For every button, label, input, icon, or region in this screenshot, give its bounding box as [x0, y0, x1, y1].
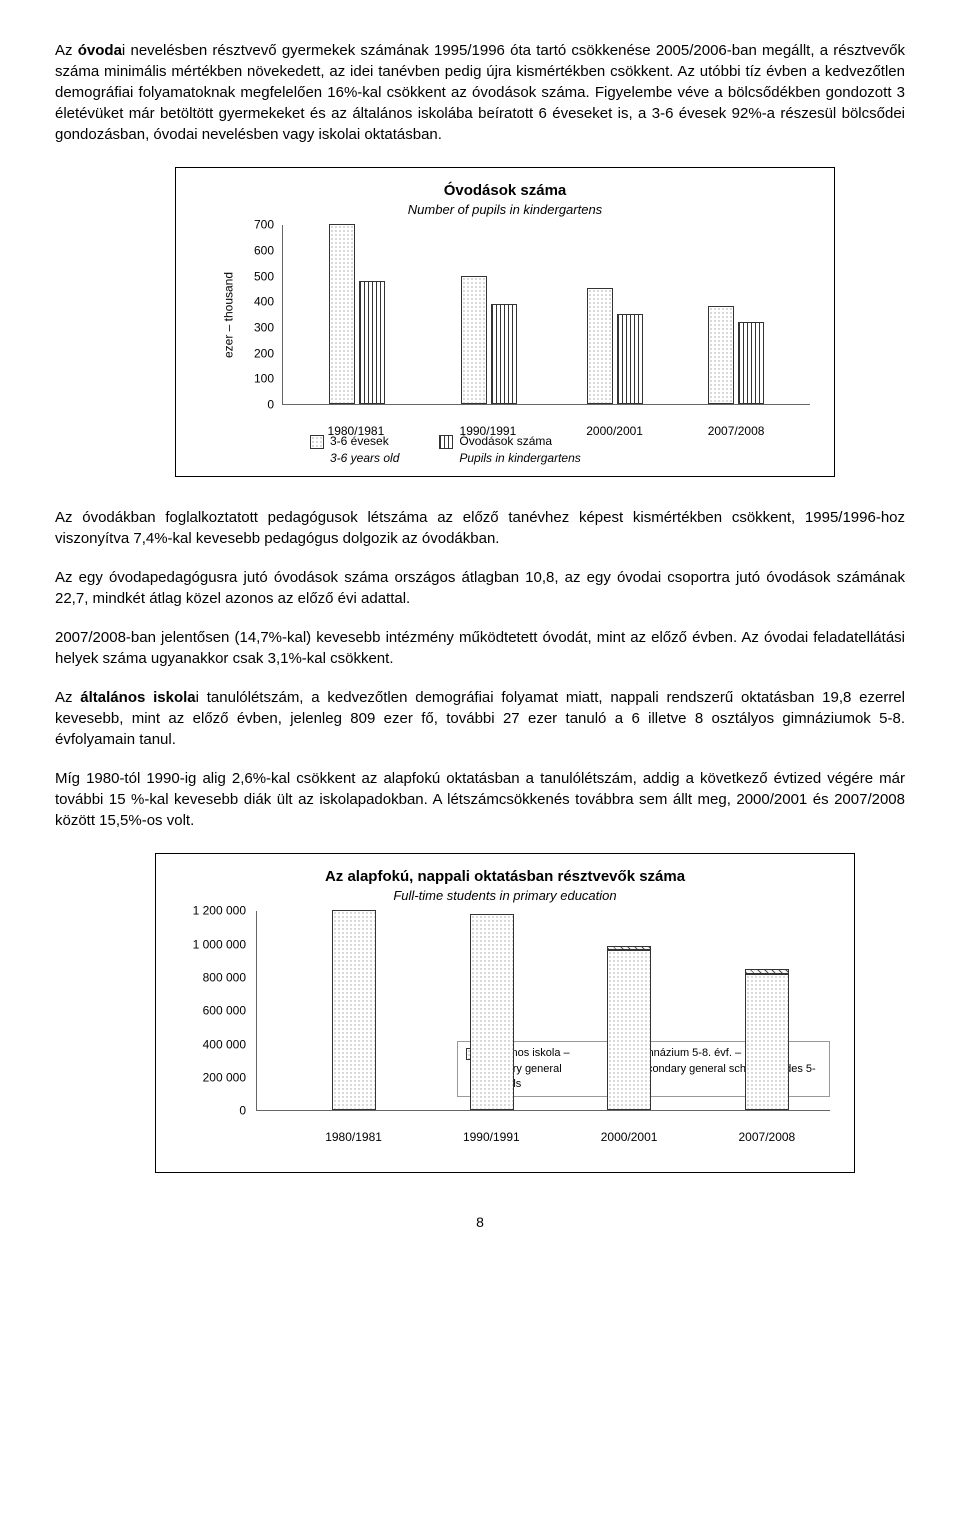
ytick: 1 200 000	[174, 903, 246, 920]
bar	[470, 914, 514, 1111]
bar	[617, 314, 643, 404]
chart2-yaxis: 0200 000400 000600 000800 0001 000 0001 …	[180, 911, 252, 1111]
xlabel: 2007/2008	[738, 1129, 795, 1146]
ytick: 100	[232, 371, 274, 388]
chart1-inner	[282, 225, 810, 405]
bar-group	[461, 276, 517, 405]
xlabel: 1980/1981	[328, 423, 385, 440]
legend-label: Gimnázium 5-8. évf. –Secondary general s…	[633, 1046, 821, 1092]
ytick: 0	[232, 397, 274, 414]
chart1-subtitle: Number of pupils in kindergartens	[190, 201, 820, 219]
ytick: 700	[232, 217, 274, 234]
para-2: Az óvodákban foglalkoztatott pedagógusok…	[55, 507, 905, 549]
ytick: 1 000 000	[174, 936, 246, 953]
bar	[607, 950, 651, 1110]
para-1: Az óvodai nevelésben résztvevő gyermekek…	[55, 40, 905, 145]
xlabel: 1980/1981	[325, 1129, 382, 1146]
para-4: 2007/2008-ban jelentősen (14,7%-kal) kev…	[55, 627, 905, 669]
bar	[738, 322, 764, 404]
ytick: 800 000	[174, 969, 246, 986]
p1a: Az	[55, 42, 78, 59]
bar-group	[332, 910, 376, 1110]
xlabel: 1990/1991	[463, 1129, 520, 1146]
p1b: óvoda	[78, 42, 122, 59]
bar	[745, 974, 789, 1111]
xlabel: 1990/1991	[460, 423, 517, 440]
ytick: 0	[174, 1103, 246, 1120]
chart2-subtitle: Full-time students in primary education	[170, 887, 840, 905]
page-number: 8	[55, 1213, 905, 1233]
bar-group	[329, 224, 385, 404]
bar	[329, 224, 355, 404]
xlabel: 2000/2001	[601, 1129, 658, 1146]
chart-kindergarten: Óvodások száma Number of pupils in kinde…	[175, 167, 835, 477]
ytick: 200 000	[174, 1069, 246, 1086]
legend-swatch	[310, 435, 324, 449]
para-3: Az egy óvodapedagógusra jutó óvodások sz…	[55, 567, 905, 609]
p5a: Az	[55, 689, 80, 706]
chart2-inner: Általános iskola –Primary general school…	[256, 911, 830, 1111]
bar	[491, 304, 517, 404]
para-5: Az általános iskolai tanulólétszám, a ke…	[55, 687, 905, 750]
ytick: 600 000	[174, 1003, 246, 1020]
ytick: 300	[232, 320, 274, 337]
chart2-title: Az alapfokú, nappali oktatásban résztvev…	[170, 866, 840, 887]
chart1-title: Óvodások száma	[190, 180, 820, 201]
chart1-plot: ezer – thousand 0100200300400500600700 1…	[190, 225, 820, 405]
ytick: 200	[232, 345, 274, 362]
bar-group	[745, 969, 789, 1110]
chart1-yaxis: 0100200300400500600700	[238, 225, 280, 405]
ytick: 600	[232, 242, 274, 259]
xlabel: 2000/2001	[586, 423, 643, 440]
xlabel: 2007/2008	[708, 423, 765, 440]
bar	[332, 910, 376, 1110]
para-6: Míg 1980-tól 1990-ig alig 2,6%-kal csökk…	[55, 768, 905, 831]
ytick: 500	[232, 268, 274, 285]
bar-group	[470, 914, 514, 1111]
bar	[587, 288, 613, 404]
chart-primary: Az alapfokú, nappali oktatásban résztvev…	[155, 853, 855, 1173]
bar	[708, 306, 734, 404]
bar-group	[587, 288, 643, 404]
ytick: 400	[232, 294, 274, 311]
ytick: 400 000	[174, 1036, 246, 1053]
bar	[461, 276, 487, 405]
p5b: általános iskola	[80, 689, 195, 706]
chart2-plot: 0200 000400 000600 000800 0001 000 0001 …	[170, 911, 840, 1111]
p1c: i nevelésben résztvevő gyermekek számána…	[55, 42, 905, 143]
bar-group	[708, 306, 764, 404]
bar-group	[607, 946, 651, 1111]
bar	[359, 281, 385, 404]
legend-swatch	[439, 435, 453, 449]
